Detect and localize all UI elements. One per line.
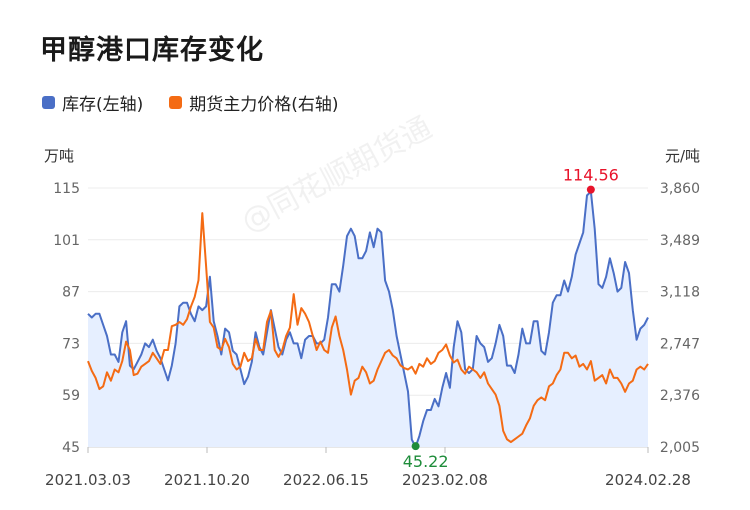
inventory-area — [88, 191, 648, 447]
legend-item-inventory[interactable]: 库存(左轴) — [42, 90, 143, 115]
max-label: 114.56 — [563, 166, 619, 185]
x-tick-label: 2023.02.08 — [402, 471, 488, 489]
max-point — [586, 185, 595, 194]
right-tick-label: 3,118 — [660, 285, 700, 301]
right-tick-label: 2,747 — [660, 336, 700, 352]
left-axis-ticks: 115 101 87 73 59 45 — [53, 181, 80, 456]
right-tick-label: 3,489 — [660, 233, 700, 249]
legend: 库存(左轴) 期货主力价格(右轴) — [42, 90, 339, 115]
right-tick-label: 2,005 — [660, 440, 700, 456]
chart-title: 甲醇港口库存变化 — [40, 35, 264, 66]
left-tick-label: 101 — [53, 233, 80, 249]
x-tick-label: 2022.06.15 — [283, 471, 369, 489]
left-tick-label: 45 — [62, 440, 80, 456]
left-unit-label: 万吨 — [44, 147, 74, 165]
x-tick-label: 2024.02.28 — [605, 471, 691, 489]
left-tick-label: 59 — [62, 388, 80, 404]
right-unit-label: 元/吨 — [665, 147, 700, 165]
left-tick-label: 115 — [53, 181, 80, 197]
extreme-markers: 114.56 45.22 — [403, 166, 619, 472]
legend-label-inventory: 库存(左轴) — [62, 95, 144, 115]
right-axis-ticks: 3,860 3,489 3,118 2,747 2,376 2,005 — [660, 181, 700, 456]
x-tick-label: 2021.10.20 — [164, 471, 250, 489]
legend-swatch-inventory — [42, 96, 55, 109]
right-tick-label: 3,860 — [660, 181, 700, 197]
inventory-area-fill — [88, 191, 648, 447]
left-tick-label: 87 — [62, 285, 80, 301]
series-lines — [87, 190, 649, 448]
legend-label-futures-price: 期货主力价格(右轴) — [189, 95, 339, 115]
legend-item-futures-price[interactable]: 期货主力价格(右轴) — [169, 90, 339, 115]
min-label: 45.22 — [403, 452, 449, 471]
x-tick-label: 2021.03.03 — [45, 471, 131, 489]
series-line-futures-price — [87, 212, 649, 444]
legend-swatch-futures-price — [169, 96, 183, 109]
series-line-inventory — [87, 190, 649, 448]
right-tick-label: 2,376 — [660, 388, 700, 404]
min-point — [411, 442, 420, 451]
left-tick-label: 73 — [62, 336, 80, 352]
x-axis-ticks: 2021.03.03 2021.10.20 2022.06.15 2023.02.08… — [45, 447, 691, 489]
